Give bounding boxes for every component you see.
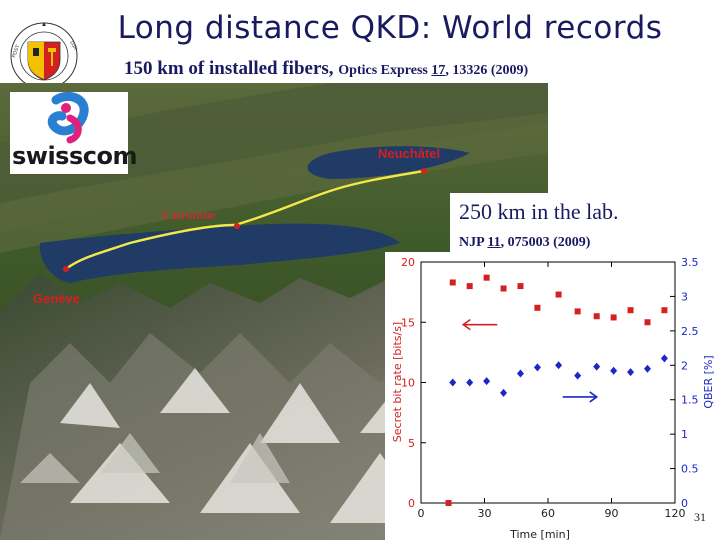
series-2-point-4 — [516, 369, 524, 378]
series-2-point-6 — [555, 361, 563, 370]
y2-tick-label-7: 3.5 — [681, 256, 699, 269]
x-tick-label-2: 60 — [541, 507, 555, 520]
lausanne-marker — [234, 223, 240, 229]
y-tick-label-1: 5 — [408, 437, 415, 450]
series-0-point-6 — [555, 291, 562, 298]
series-0-point-4 — [517, 283, 524, 290]
svg-text:LUX: LUX — [68, 40, 78, 52]
lab-ref-journal: NJP — [459, 235, 488, 250]
series-2-point-11 — [643, 364, 651, 373]
y-tick-label-4: 20 — [401, 256, 415, 269]
subtitle: 150 km of installed fibers, Optics Expre… — [124, 58, 528, 80]
y-tick-label-2: 10 — [401, 377, 415, 390]
geneve-marker — [63, 266, 69, 272]
subtitle-journal: Optics Express — [338, 63, 432, 78]
y2-tick-label-4: 2 — [681, 359, 688, 372]
subtitle-pages: , 13326 (2009) — [445, 63, 529, 78]
neuchatel-marker — [421, 168, 427, 174]
swisscom-logo: swisscom — [10, 92, 137, 174]
lab-title: 250 km in the lab. — [459, 199, 619, 224]
lab-ref-rest: , 075003 (2009) — [500, 235, 591, 250]
y2-axis-label: QBER [%] — [702, 355, 715, 408]
lab-result-box — [450, 193, 720, 257]
subtitle-main: 150 km of installed fibers — [124, 58, 329, 79]
series-0-point-12 — [661, 307, 668, 314]
city-label-geneve: Genève — [33, 291, 80, 306]
y2-tick-label-1: 0.5 — [681, 463, 699, 476]
subtitle-separator: , — [328, 58, 339, 79]
svg-text:POST: POST — [11, 43, 21, 58]
y2-tick-label-2: 1 — [681, 428, 688, 441]
x-tick-label-0: 0 — [418, 507, 425, 520]
series-2-point-9 — [610, 366, 618, 375]
lab-ref-volume: 11 — [487, 235, 501, 250]
swisscom-lifeform-icon — [47, 92, 89, 144]
geneva-university-seal-icon: POST LUX — [10, 22, 79, 90]
y2-tick-label-5: 2.5 — [681, 325, 699, 338]
swisscom-logo-text: swisscom — [12, 142, 137, 170]
page-number: 31 — [694, 510, 706, 524]
series-0-point-8 — [593, 313, 600, 320]
city-label-lausanne: Lausanne — [162, 207, 217, 222]
series-0-point-7 — [574, 308, 581, 315]
lab-reference: NJP 11, 075003 (2009) — [459, 235, 590, 251]
series-2-point-10 — [627, 368, 635, 377]
y-tick-label-3: 15 — [401, 316, 415, 329]
series-2-point-2 — [483, 377, 491, 386]
series-0-point-10 — [627, 307, 634, 314]
series-2-point-7 — [574, 371, 582, 380]
series-2-point-0 — [449, 378, 457, 387]
y-axis-label: Secret bit rate [bits/s] — [391, 322, 404, 442]
series-0-point-1 — [466, 283, 473, 290]
series-0-point-3 — [500, 285, 507, 292]
subtitle-volume: 17 — [431, 63, 446, 78]
series-2-point-12 — [660, 354, 668, 363]
y2-tick-label-3: 1.5 — [681, 394, 699, 407]
y2-tick-label-0: 0 — [681, 497, 688, 510]
series-0-point-9 — [610, 314, 617, 321]
x-tick-label-1: 30 — [478, 507, 492, 520]
series-2-point-1 — [466, 378, 474, 387]
series-2-point-5 — [533, 363, 541, 372]
annotation-arrow-head-0 — [461, 319, 471, 331]
y-tick-label-0: 0 — [408, 497, 415, 510]
city-label-neuchatel: Neuchâtel — [378, 146, 441, 161]
annotation-arrow-head-1 — [589, 391, 599, 403]
series-0-point-0 — [449, 279, 456, 286]
x-tick-label-3: 90 — [605, 507, 619, 520]
x-tick-label-4: 120 — [665, 507, 686, 520]
series-0-point-2 — [483, 274, 490, 281]
series-0-point-11 — [644, 319, 651, 326]
page-title: Long distance QKD: World records — [117, 10, 663, 46]
series-0-point-5 — [534, 304, 541, 311]
x-axis-label: Time [min] — [509, 528, 570, 540]
y2-tick-label-6: 3 — [681, 290, 688, 303]
series-2-point-8 — [593, 362, 601, 371]
series-1-point-0 — [445, 500, 452, 506]
series-2-point-3 — [500, 388, 508, 397]
